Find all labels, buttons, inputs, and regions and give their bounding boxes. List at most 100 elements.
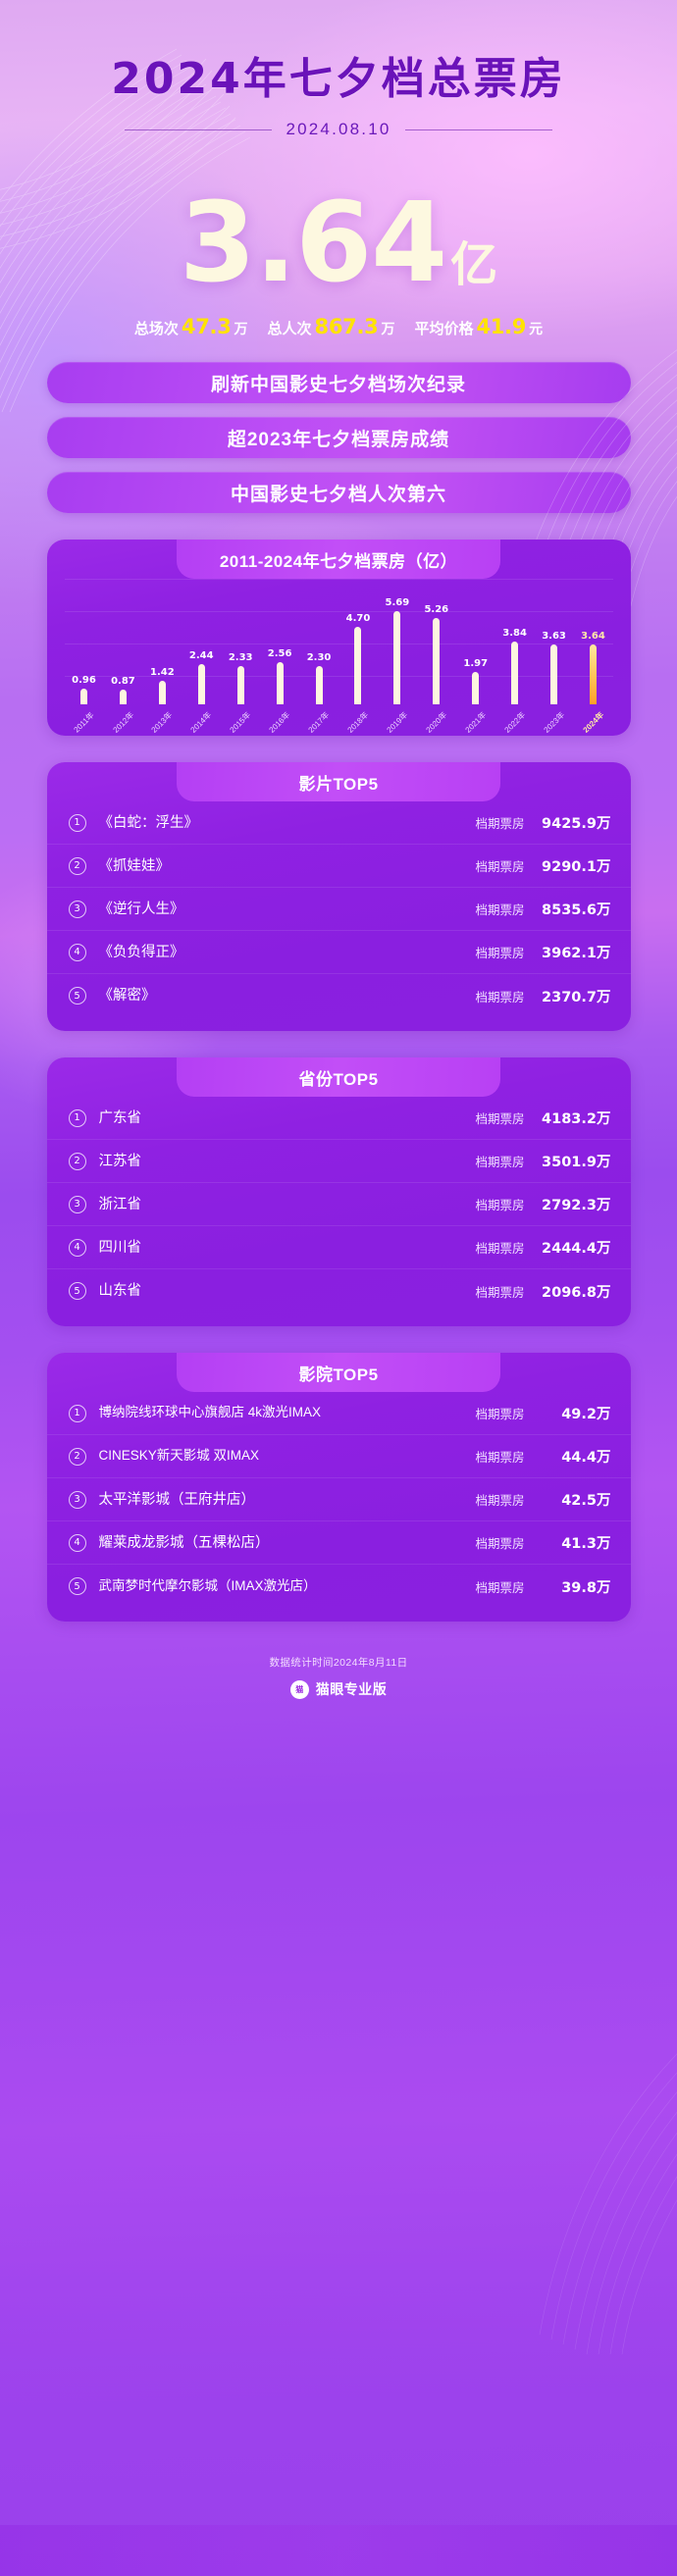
rank-name: CINESKY新天影城 双IMAX — [98, 1448, 260, 1464]
rank-badge: 1 — [68, 813, 86, 832]
rank-value: 2444.4万 — [542, 1241, 611, 1258]
gridline — [64, 676, 613, 678]
rank-value: 2370.7万 — [542, 989, 611, 1005]
brand-name: 猫眼专业版 — [315, 1681, 388, 1698]
stat-avg-price-label: 平均价格 — [414, 321, 474, 338]
bar-value-label: 4.70 — [345, 613, 371, 625]
achievement-pill-2: 超2023年七夕档票房成绩 — [46, 417, 631, 459]
table-row[interactable]: 2 《抓娃娃》 档期票房 9290.1万 — [46, 845, 631, 889]
rank-badge: 4 — [68, 1238, 86, 1257]
bar-value-label: 3.63 — [542, 631, 566, 643]
rank-metric-label: 档期票房 — [475, 1112, 525, 1127]
table-row[interactable]: 4 四川省 档期票房 2444.4万 — [46, 1226, 631, 1270]
cinemas-top5-title: 影院TOP5 — [177, 1353, 500, 1393]
rank-metric-label: 档期票房 — [475, 1408, 525, 1422]
header-date: 2024.08.10 — [286, 120, 391, 139]
achievement-pill-3: 中国影史七夕档人次第六 — [46, 472, 631, 514]
poster-footer: 数据统计时间2024年8月11日 猫 猫眼专业版 — [0, 1655, 677, 1725]
bar-value-label: 2.33 — [228, 652, 253, 664]
bar — [236, 666, 244, 705]
rank-badge: 5 — [68, 1282, 86, 1301]
bar — [472, 672, 480, 705]
rank-metric-label: 档期票房 — [475, 1156, 525, 1170]
stat-admissions: 总人次 867.3 万 — [268, 315, 395, 338]
bar — [589, 644, 597, 705]
rank-name: 广东省 — [98, 1109, 142, 1126]
stat-admissions-value: 867.3 — [314, 315, 379, 339]
table-row[interactable]: 4 《负负得正》 档期票房 3962.1万 — [46, 931, 631, 975]
bar-value-label: 0.96 — [72, 675, 96, 687]
bar-column: 1.42 2013年 — [144, 594, 180, 735]
footer-brand: 猫 猫眼专业版 — [0, 1679, 677, 1699]
table-row[interactable]: 2 江苏省 档期票房 3501.9万 — [46, 1140, 631, 1184]
table-row[interactable]: 1 博纳院线环球中心旗舰店 4k激光IMAX 档期票房 49.2万 — [46, 1392, 631, 1436]
bar-column: 0.87 2012年 — [105, 594, 140, 735]
rank-metric-label: 档期票房 — [475, 903, 525, 918]
table-row[interactable]: 2 CINESKY新天影城 双IMAX 档期票房 44.4万 — [46, 1435, 631, 1479]
rank-value: 8535.6万 — [542, 902, 611, 919]
table-row[interactable]: 4 耀莱成龙影城（五棵松店） 档期票房 41.3万 — [46, 1521, 631, 1566]
rank-metric-label: 档期票房 — [475, 1199, 525, 1213]
rank-metric-label: 档期票房 — [475, 1451, 525, 1466]
stat-sessions-unit: 万 — [234, 321, 248, 337]
rank-name: 武南梦时代摩尔影城（IMAX激光店） — [98, 1577, 317, 1593]
rank-name: 《解密》 — [98, 988, 156, 1005]
table-row[interactable]: 1 广东省 档期票房 4183.2万 — [46, 1097, 631, 1141]
bar-value-label: 1.42 — [150, 667, 175, 679]
rank-value: 49.2万 — [561, 1407, 611, 1423]
bar-column: 3.84 2022年 — [497, 594, 533, 735]
rank-name: 太平洋影城（王府井店） — [98, 1491, 256, 1508]
rank-metric-label: 档期票房 — [475, 990, 525, 1005]
achievement-pill-list: 刷新中国影史七夕档场次纪录 超2023年七夕档票房成绩 中国影史七夕档人次第六 — [0, 362, 677, 514]
gridline — [64, 579, 613, 581]
rank-value: 9290.1万 — [542, 859, 611, 876]
bar-column: 2.33 2015年 — [223, 594, 258, 735]
table-row[interactable]: 5 山东省 档期票房 2096.8万 — [47, 1269, 631, 1313]
bar — [119, 690, 127, 705]
rank-name: 四川省 — [98, 1239, 142, 1256]
table-row[interactable]: 1 《白蛇：浮生》 档期票房 9425.9万 — [46, 801, 631, 846]
table-row[interactable]: 5 《解密》 档期票房 2370.7万 — [47, 974, 631, 1017]
bar-column: 2.56 2016年 — [262, 594, 297, 735]
table-row[interactable]: 5 武南梦时代摩尔影城（IMAX激光店） 档期票房 39.8万 — [47, 1565, 631, 1608]
table-row[interactable]: 3 太平洋影城（王府井店） 档期票房 42.5万 — [46, 1478, 631, 1522]
bar-value-label: 5.69 — [385, 597, 410, 609]
rank-value: 2096.8万 — [542, 1284, 611, 1301]
stat-sessions-label: 总场次 — [133, 321, 179, 338]
rank-badge: 2 — [68, 1447, 86, 1466]
rank-metric-label: 档期票房 — [475, 1242, 525, 1257]
rank-badge: 1 — [68, 1404, 86, 1422]
bar-value-label: 1.97 — [463, 658, 489, 670]
rank-name: 《白蛇：浮生》 — [98, 814, 199, 831]
rank-name: 耀莱成龙影城（五棵松店） — [98, 1534, 270, 1551]
rank-value: 3962.1万 — [542, 946, 611, 962]
bar — [80, 689, 87, 705]
chart-bars: 0.96 2011年 0.87 2012年 1.42 2013年 2.44 2014年 2.33… — [67, 594, 611, 735]
swirl-decoration-bottom-right — [539, 2053, 677, 2354]
rank-metric-label: 档期票房 — [475, 860, 525, 875]
bar-column: 0.96 2011年 — [67, 594, 102, 735]
table-row[interactable]: 3 浙江省 档期票房 2792.3万 — [46, 1183, 631, 1227]
bar-column: 5.69 2019年 — [380, 594, 415, 735]
rank-badge: 1 — [68, 1108, 86, 1127]
stat-avg-price-value: 41.9 — [476, 315, 527, 339]
movies-top5-rows: 1 《白蛇：浮生》 档期票房 9425.9万 2 《抓娃娃》 档期票房 9290.1万 3 《逆行… — [46, 801, 631, 1017]
rank-badge: 4 — [68, 943, 86, 961]
rank-value: 9425.9万 — [542, 816, 611, 833]
hero-total-boxoffice: 3.64亿 — [0, 188, 677, 298]
rank-metric-label: 档期票房 — [475, 1285, 525, 1300]
table-row[interactable]: 3 《逆行人生》 档期票房 8535.6万 — [46, 888, 631, 932]
date-rule-right — [404, 129, 552, 130]
rank-badge: 3 — [68, 1490, 86, 1509]
movies-top5-card: 影片TOP5 1 《白蛇：浮生》 档期票房 9425.9万 2 《抓娃娃》 档期票房 9290… — [46, 762, 631, 1032]
rank-name: 江苏省 — [98, 1153, 142, 1169]
rank-value: 4183.2万 — [542, 1111, 611, 1128]
achievement-pill-1: 刷新中国影史七夕档场次纪录 — [46, 362, 631, 404]
bar — [276, 662, 284, 705]
bar — [354, 627, 362, 705]
poster-header: 2024年七夕档总票房 2024.08.10 — [0, 0, 677, 139]
rank-value: 39.8万 — [561, 1579, 611, 1596]
bar-value-label: 0.87 — [111, 676, 135, 688]
rank-name: 浙江省 — [98, 1196, 142, 1212]
